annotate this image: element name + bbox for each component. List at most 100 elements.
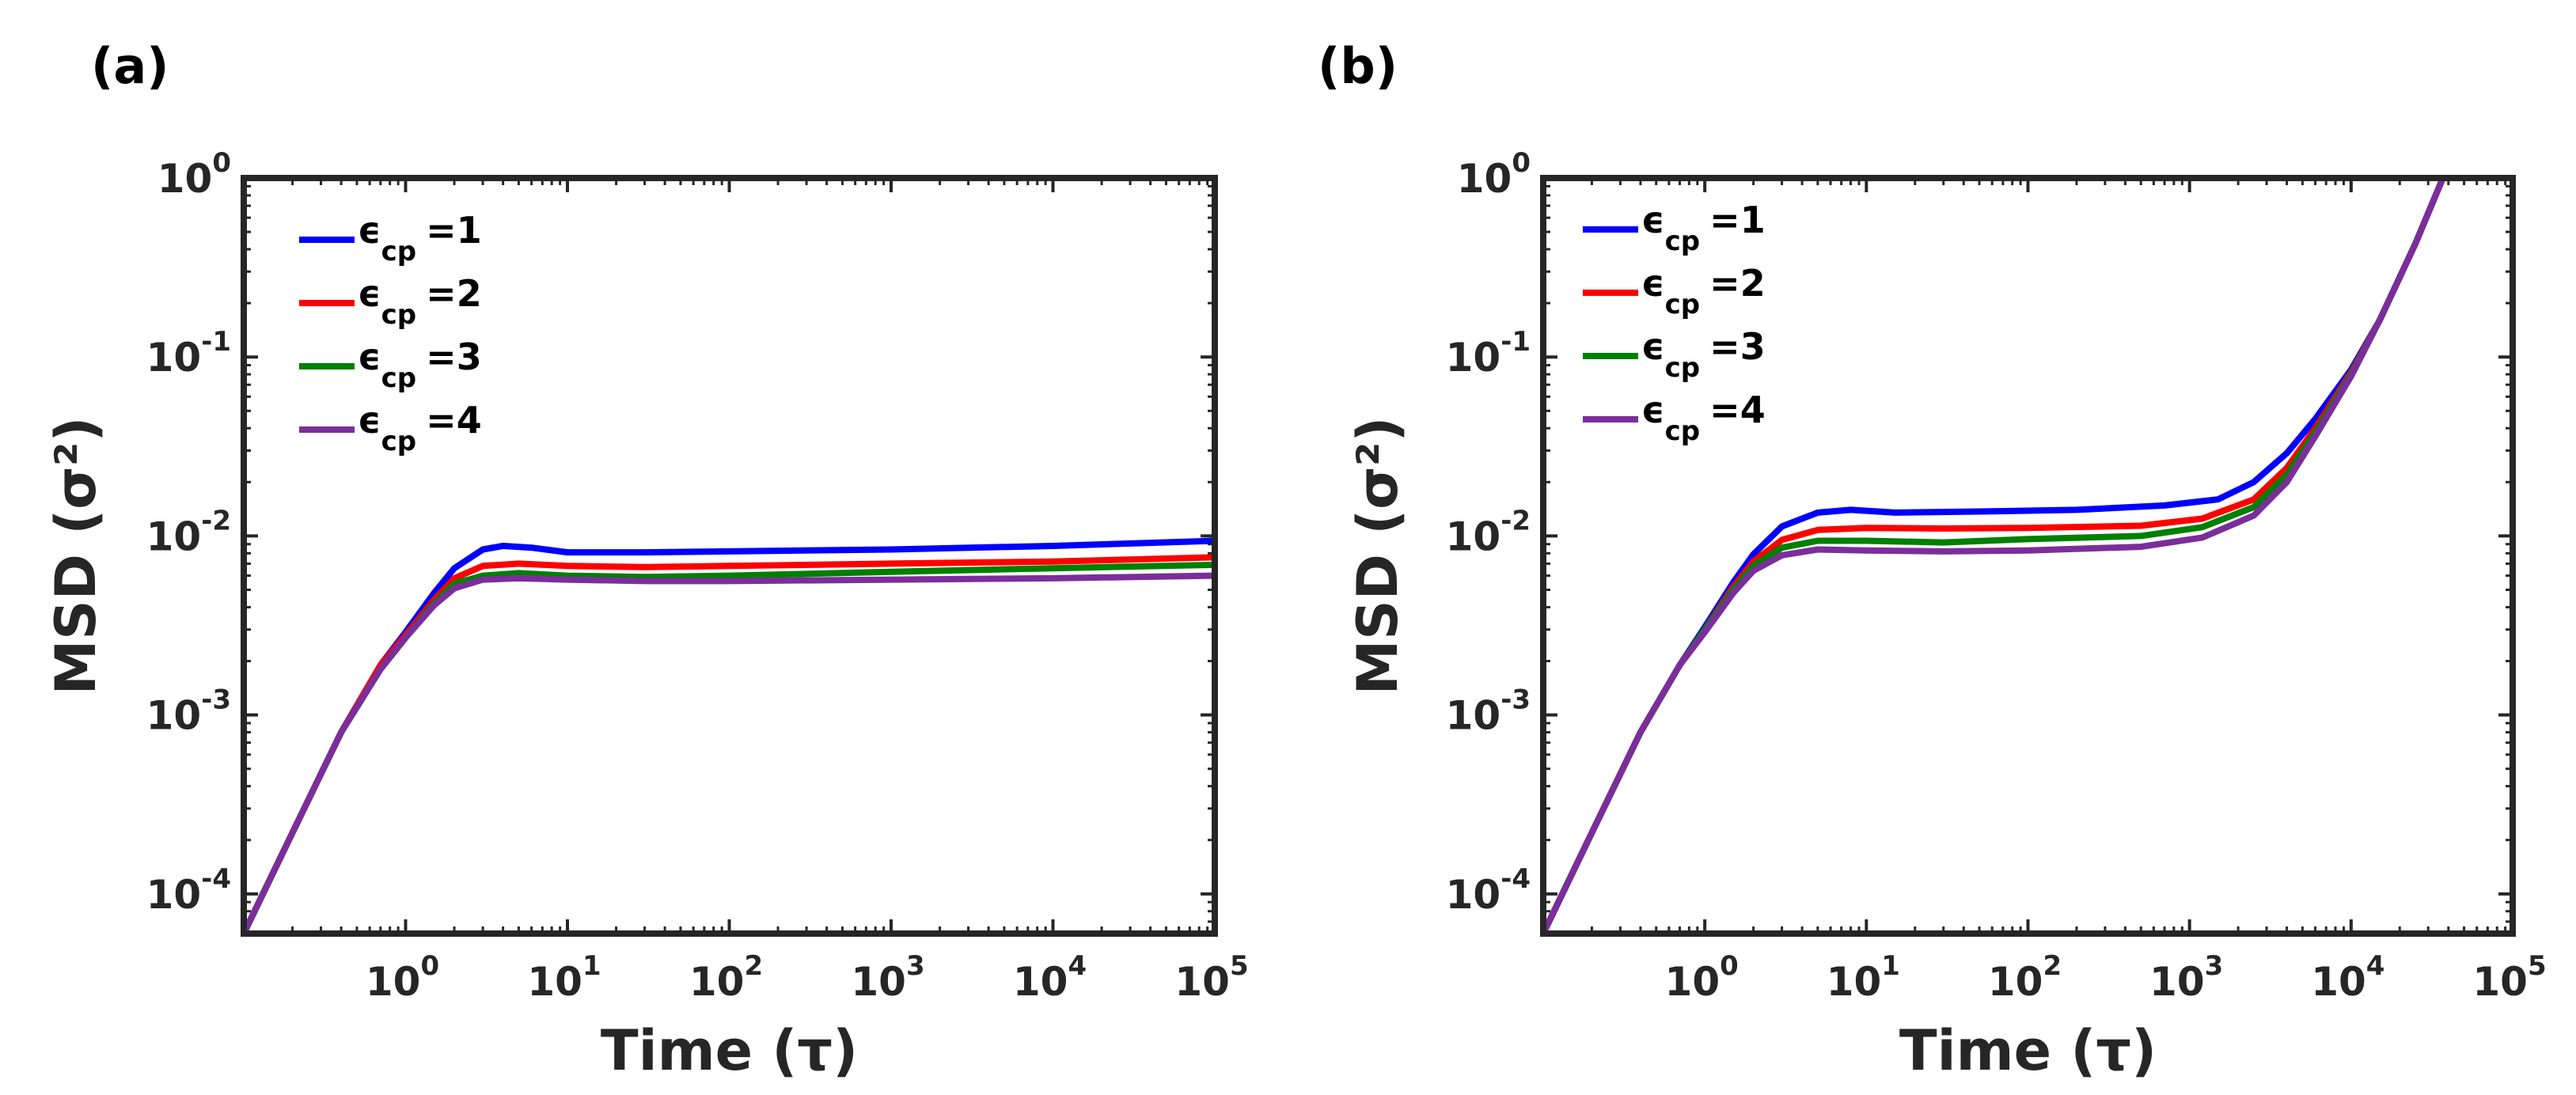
- y-tick-exponent: 0: [212, 147, 231, 179]
- y-tick-label: 100: [157, 147, 231, 202]
- x-tick-label: 103: [2149, 950, 2223, 1005]
- legend-symbol: ϵ: [1641, 262, 1665, 305]
- x-tick-exponent: 1: [1881, 950, 1900, 982]
- y-tick-base: 10: [146, 872, 202, 918]
- legend-value: =1: [426, 209, 482, 252]
- legend-value: =4: [426, 399, 482, 441]
- legend-entry-3: ϵcp =3: [1641, 325, 1766, 384]
- y-tick-exponent: -4: [1500, 863, 1531, 895]
- y-tick-base: 10: [146, 513, 202, 559]
- chart-panel-b: (b)100 101 102 103 104 10510-410-310-210-1100…: [1318, 37, 2547, 1083]
- y-axis-title: MSD (σ²): [1345, 417, 1410, 695]
- panel-label: (a): [91, 37, 169, 95]
- x-tick-label: 102: [1988, 950, 2062, 1005]
- y-tick-base: 10: [146, 335, 202, 381]
- legend-subscript: cp: [1665, 352, 1701, 384]
- y-tick-label: 10-1: [1446, 326, 1531, 381]
- x-tick-base: 10: [1988, 959, 2043, 1005]
- y-tick-base: 10: [1446, 335, 1501, 381]
- series-line-4: [1543, 178, 2446, 934]
- x-tick-exponent: 3: [2205, 950, 2224, 982]
- x-tick-base: 10: [366, 959, 421, 1005]
- x-tick-base: 10: [1827, 959, 1882, 1005]
- x-tick-base: 10: [851, 959, 906, 1005]
- x-tick-exponent: 2: [744, 950, 763, 982]
- legend-subscript: cp: [381, 426, 417, 457]
- legend-entry-4: ϵcp =4: [358, 399, 482, 457]
- series-line-4: [244, 572, 1215, 934]
- chart-panel-a: (a)100 101 102 103 104 10510-410-310-210-1100…: [44, 37, 1249, 1083]
- x-tick-exponent: 0: [420, 950, 439, 982]
- legend-entry-1: ϵcp =1: [1641, 199, 1766, 257]
- panel-label: (b): [1318, 37, 1398, 95]
- y-tick-exponent: -3: [201, 684, 231, 716]
- legend-entry-2: ϵcp =2: [358, 272, 482, 331]
- legend-symbol: ϵ: [358, 335, 381, 378]
- plot-frame: [241, 175, 1218, 937]
- y-tick-exponent: -1: [1500, 326, 1531, 358]
- x-tick-label: 102: [689, 950, 763, 1005]
- legend-subscript: cp: [381, 236, 417, 267]
- x-tick-label: 101: [1827, 950, 1900, 1005]
- x-tick-base: 10: [1174, 959, 1230, 1005]
- x-tick-exponent: 0: [1720, 950, 1739, 982]
- y-tick-label: 100: [1457, 147, 1531, 202]
- y-tick-exponent: -4: [201, 863, 231, 895]
- y-tick-label: 10-4: [1446, 863, 1531, 918]
- x-tick-label: 105: [2472, 950, 2546, 1005]
- y-tick-base: 10: [1446, 693, 1501, 739]
- y-tick-exponent: -3: [1500, 684, 1531, 716]
- y-tick-label: 10-3: [1446, 684, 1531, 739]
- legend-subscript: cp: [381, 299, 417, 331]
- legend-subscript: cp: [1665, 289, 1701, 320]
- x-tick-exponent: 2: [2043, 950, 2062, 982]
- x-tick-label: 101: [527, 950, 601, 1005]
- legend-value: =3: [1709, 325, 1766, 368]
- y-axis-title: MSD (σ²): [44, 417, 108, 695]
- x-tick-exponent: 1: [582, 950, 601, 982]
- x-tick-label: 100: [1665, 950, 1739, 1005]
- x-tick-base: 10: [689, 959, 745, 1005]
- y-tick-base: 10: [1446, 513, 1501, 559]
- x-tick-base: 10: [2472, 959, 2528, 1005]
- legend-symbol: ϵ: [358, 399, 381, 441]
- x-tick-base: 10: [2311, 959, 2366, 1005]
- x-tick-exponent: 4: [1068, 950, 1087, 982]
- x-tick-exponent: 5: [1230, 950, 1249, 982]
- x-tick-base: 10: [2149, 959, 2205, 1005]
- x-tick-label: 104: [2311, 950, 2384, 1005]
- y-tick-label: 10-1: [146, 326, 231, 381]
- legend-value: =4: [1709, 388, 1766, 431]
- legend-subscript: cp: [1665, 225, 1701, 257]
- y-tick-exponent: -2: [201, 505, 231, 536]
- legend-entry-4: ϵcp =4: [1641, 388, 1766, 447]
- y-tick-exponent: 0: [1512, 147, 1531, 179]
- series-line-2: [244, 554, 1215, 934]
- legend-entry-3: ϵcp =3: [358, 335, 482, 394]
- legend-symbol: ϵ: [1641, 325, 1665, 368]
- x-tick-label: 103: [851, 950, 924, 1005]
- legend-value: =2: [1709, 262, 1766, 305]
- legend-entry-2: ϵcp =2: [1641, 262, 1766, 320]
- y-tick-base: 10: [146, 693, 202, 739]
- legend-symbol: ϵ: [358, 272, 381, 315]
- legend-value: =2: [426, 272, 482, 315]
- x-tick-base: 10: [1665, 959, 1720, 1005]
- y-tick-label: 10-4: [146, 863, 231, 918]
- x-tick-exponent: 4: [2366, 950, 2385, 982]
- x-axis-title: Time (τ): [601, 1018, 858, 1083]
- series-line-1: [244, 537, 1215, 934]
- x-tick-exponent: 3: [906, 950, 925, 982]
- y-tick-base: 10: [1457, 156, 1512, 202]
- legend-entry-1: ϵcp =1: [358, 209, 482, 267]
- x-axis-title: Time (τ): [1899, 1018, 2157, 1083]
- series-line-3: [244, 561, 1215, 934]
- legend-subscript: cp: [381, 362, 417, 394]
- x-tick-base: 10: [1013, 959, 1068, 1005]
- series-lines: [244, 537, 1215, 934]
- x-tick-label: 100: [366, 950, 439, 1005]
- x-tick-exponent: 5: [2528, 950, 2547, 982]
- y-tick-label: 10-2: [1446, 505, 1531, 559]
